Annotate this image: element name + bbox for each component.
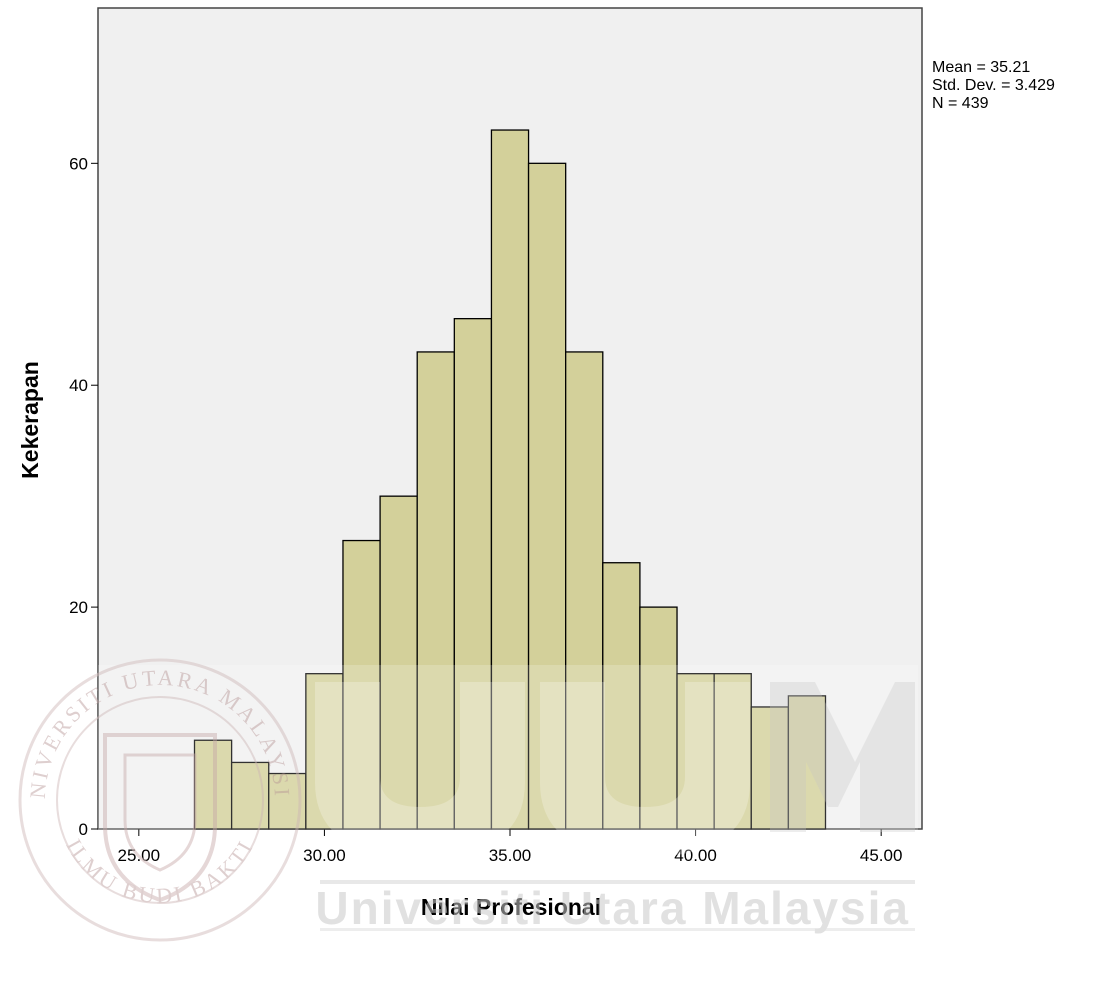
watermark-rule-top [320,880,915,884]
histogram-bar [379,495,418,830]
watermark-letter-m [770,682,915,832]
x-tick-label: 30.00 [303,846,346,865]
y-tick-label: 40 [69,376,88,395]
x-tick-label: 35.00 [489,846,532,865]
histogram-bar [565,351,604,830]
watermark-band [98,665,918,830]
x-tick-label: 40.00 [674,846,717,865]
stat-std-dev: Std. Dev. = 3.429 [932,77,1055,94]
y-axis: 0 20 40 60 [69,154,98,839]
y-tick-label: 0 [79,820,88,839]
histogram-bar [750,706,790,830]
histogram-bar [639,606,678,830]
histogram-bar [342,539,381,830]
histogram-bar [787,695,827,830]
watermark-letter-u2 [540,682,750,857]
x-axis-title: Nilai Profesional [421,894,601,920]
watermark-rule-bottom [320,928,915,931]
watermark-wordmark: Universiti Utara Malaysia [315,882,910,934]
histogram-bar [490,129,530,830]
y-axis-title: Kekerapan [17,361,43,479]
x-tick-label: 45.00 [860,846,903,865]
y-tick-label: 20 [69,598,88,617]
histogram-bar [713,673,752,830]
histogram-bar [416,351,455,830]
y-tick-label: 60 [69,154,88,173]
histogram-bar [453,317,493,830]
stat-n: N = 439 [932,95,989,112]
watermark-letter-u1 [315,682,525,857]
statistics-box: Mean = 35.21 Std. Dev. = 3.429 N = 439 [932,59,1055,112]
seal-shield [103,733,217,903]
histogram-bar [602,562,641,830]
stat-mean: Mean = 35.21 [932,59,1030,76]
histogram-bars [193,129,827,830]
